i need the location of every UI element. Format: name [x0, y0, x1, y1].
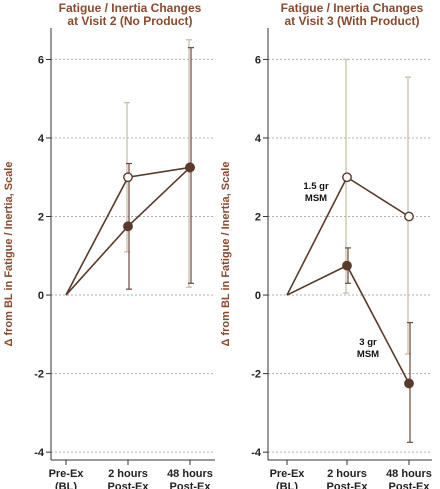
y-tick-label: -4 — [34, 447, 45, 459]
x-tick-label: Pre-Ex — [270, 468, 306, 480]
y-tick-label: 2 — [38, 212, 44, 224]
data-point-filled — [404, 378, 414, 389]
x-tick-label: Post-Ex — [108, 481, 150, 489]
y-tick-label: -4 — [251, 447, 262, 459]
y-axis-label: Δ from BL in Fatigue / Inertia, Scale — [220, 162, 232, 347]
x-tick-label: Post-Ex — [327, 481, 369, 489]
x-tick-label: Pre-Ex — [49, 468, 85, 480]
x-tick-label: 2 hours — [327, 468, 367, 480]
y-tick-label: 6 — [38, 54, 44, 66]
chart-title-line: at Visit 3 (With Product) — [284, 14, 419, 28]
y-tick-label: 4 — [255, 133, 262, 145]
data-point-filled — [342, 260, 352, 271]
x-tick-label: (BL) — [55, 481, 77, 489]
data-point-open — [404, 211, 414, 222]
chart-title-line: at Visit 2 (No Product) — [67, 14, 192, 28]
y-tick-label: 2 — [255, 212, 261, 224]
y-tick-label: -2 — [34, 369, 44, 381]
y-tick-label: 6 — [255, 54, 261, 66]
annotation-label: MSM — [305, 193, 327, 204]
x-tick-label: 48 hours — [386, 468, 432, 480]
data-point-open — [342, 172, 352, 183]
data-point-filled — [123, 221, 133, 232]
chart-title-line: Fatigue / Inertia Changes — [59, 1, 202, 15]
annotation-label: 1.5 gr — [303, 181, 329, 192]
y-tick-label: 0 — [255, 290, 261, 302]
y-tick-label: 0 — [38, 290, 44, 302]
y-tick-label: -2 — [251, 369, 261, 381]
annotation-label: 3 gr — [359, 337, 377, 348]
x-tick-label: Post-Ex — [170, 481, 212, 489]
annotation-label: MSM — [357, 349, 379, 360]
series-line-2 — [65, 166, 191, 296]
x-tick-label: Post-Ex — [389, 481, 431, 489]
x-tick-label: 48 hours — [167, 468, 213, 480]
y-axis-label: Δ from BL in Fatigue / Inertia, Scale — [3, 162, 15, 347]
data-point-filled — [185, 162, 195, 173]
chart-title-line: Fatigue / Inertia Changes — [281, 1, 424, 15]
x-tick-label: 2 hours — [108, 468, 148, 480]
series-line-1 — [65, 166, 191, 296]
x-tick-label: (BL) — [276, 481, 298, 489]
y-tick-label: 4 — [38, 133, 45, 145]
data-point-open — [123, 172, 133, 183]
